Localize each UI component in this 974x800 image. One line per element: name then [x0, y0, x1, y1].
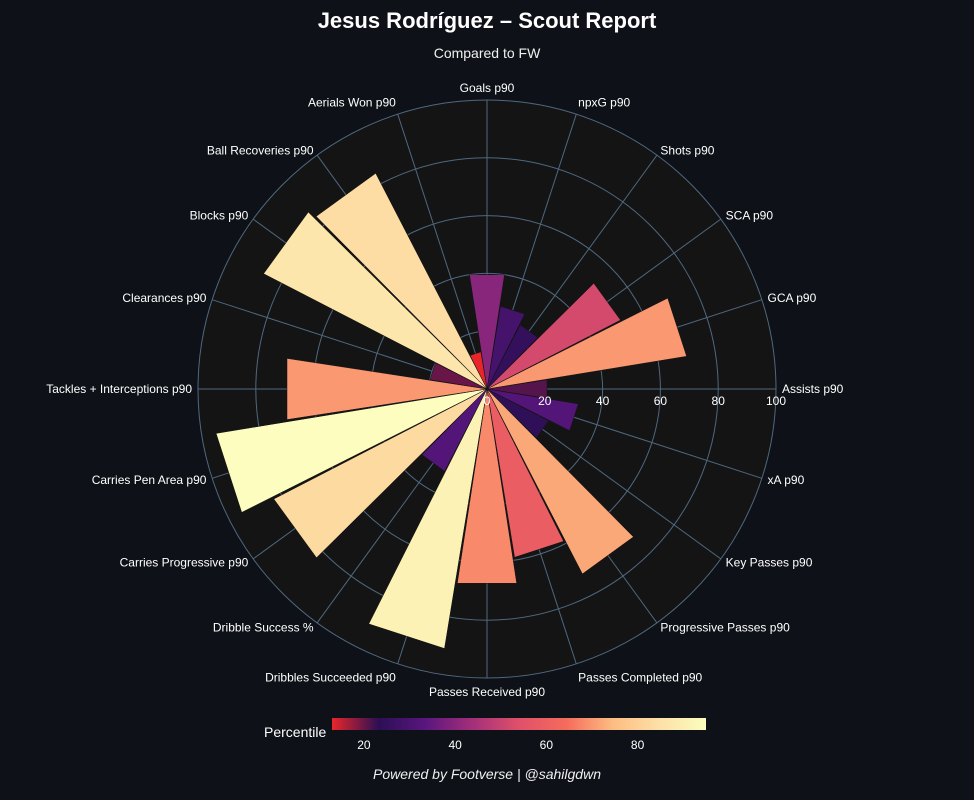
category-label: Passes Received p90	[429, 685, 545, 699]
radial-tick-label: 40	[596, 394, 610, 408]
bar-assists-p90	[486, 379, 548, 399]
bar-carries-progressive-p90	[273, 388, 488, 559]
bar-sca-p90	[486, 282, 621, 390]
bar-passes-completed-p90	[486, 388, 564, 558]
bar-dribbles-succeeded-p90	[368, 388, 488, 649]
category-label: Dribble Success %	[213, 621, 314, 635]
colorbar-tick: 40	[448, 738, 462, 752]
radial-tick-label: 0	[484, 394, 491, 408]
chart-subtitle: Compared to FW	[433, 45, 541, 61]
category-label: Blocks p90	[190, 209, 249, 223]
category-label: Carries Progressive p90	[120, 555, 249, 569]
bar-goals-p90	[469, 274, 505, 390]
radial-tick-label: 20	[538, 394, 552, 408]
bar-carries-pen-area-p90	[215, 388, 488, 513]
radial-tick-label: 100	[766, 394, 786, 408]
bar-xa-p90	[486, 388, 579, 431]
bar-passes-received-p90	[457, 388, 517, 584]
bar-key-passes-p90	[486, 388, 549, 439]
colorbar-tick: 80	[630, 738, 645, 752]
category-label: npxG p90	[578, 95, 630, 109]
bar-npxg-p90	[486, 305, 526, 390]
category-label: Aerials Won p90	[308, 95, 396, 109]
colorbar	[332, 718, 706, 730]
footer-credit: Powered by Footverse | @sahilgdwn	[373, 766, 601, 782]
category-label: Key Passes p90	[726, 555, 813, 569]
category-label: Ball Recoveries p90	[207, 143, 314, 157]
colorbar-tick: 20	[357, 738, 371, 752]
bar-dribble-success	[421, 388, 488, 472]
category-label: GCA p90	[768, 291, 817, 305]
bar-clearances-p90	[429, 362, 488, 390]
bar-progressive-passes-p90	[486, 388, 634, 575]
category-label: Shots p90	[660, 143, 714, 157]
bar-ball-recoveries-p90	[315, 172, 488, 390]
category-label: Assists p90	[782, 382, 844, 396]
category-label: Clearances p90	[122, 291, 206, 305]
grid-spoke	[397, 113, 488, 390]
radial-tick-label: 80	[712, 394, 726, 408]
category-label: Dribbles Succeeded p90	[265, 671, 396, 685]
category-label: Goals p90	[460, 81, 515, 95]
colorbar-title: Percentile	[264, 724, 327, 740]
chart-title: Jesus Rodríguez – Scout Report	[317, 8, 657, 33]
category-label: xA p90	[768, 473, 805, 487]
bar-blocks-p90	[263, 211, 488, 390]
bar-tackles-interceptions-p90	[286, 358, 488, 420]
colorbar-tick: 60	[539, 738, 554, 752]
bar-gca-p90	[486, 297, 687, 390]
category-label: Tackles + Interceptions p90	[46, 382, 192, 396]
category-label: Passes Completed p90	[578, 671, 702, 685]
category-label: SCA p90	[726, 209, 774, 223]
category-label: Progressive Passes p90	[660, 621, 790, 635]
bar-shots-p90	[486, 324, 539, 390]
category-label: Carries Pen Area p90	[92, 473, 207, 487]
radial-tick-label: 60	[654, 394, 668, 408]
